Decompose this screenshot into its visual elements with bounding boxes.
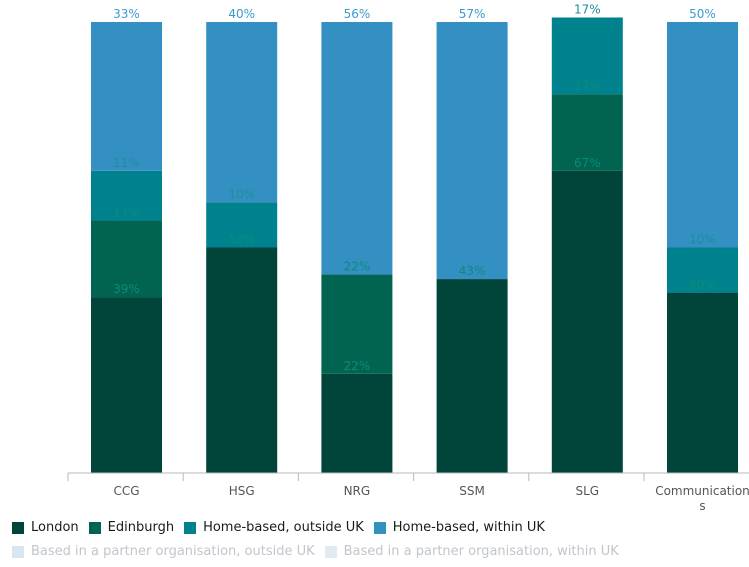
- bar-segment-hsg-0: [206, 247, 278, 473]
- data-label-nrg-0: 22%: [344, 359, 371, 373]
- data-label-nrg-1: 22%: [344, 260, 371, 274]
- x-tick-label: s: [699, 499, 705, 513]
- data-label-hsg-2: 10%: [228, 187, 255, 201]
- data-label-slg-2: 17%: [574, 2, 601, 16]
- legend-swatch: [12, 545, 24, 558]
- data-labels-layer: 39% 17% 11% 33% 50% 10% 40% 22% 22% 56% 43% 57% 67% 1…: [113, 2, 716, 372]
- legend-item: Home-based, within UK: [373, 520, 545, 535]
- legend-label: London: [31, 520, 79, 535]
- data-label-ssm-0: 43%: [459, 264, 486, 278]
- bar-segment-ccg-2: [91, 170, 162, 221]
- data-label-hsg-3: 40%: [228, 7, 255, 21]
- x-tick-label: Communication: [655, 484, 749, 498]
- legend-label: Home-based, outside UK: [203, 520, 364, 535]
- legend-label: Edinburgh: [107, 520, 175, 535]
- data-label-communications-2: 10%: [689, 233, 716, 247]
- bar-segment-nrg-0: [321, 373, 393, 473]
- bar-segment-communications-0: [667, 292, 738, 473]
- bar-segment-slg-0: [551, 170, 623, 473]
- legend-row-primary: London Edinburgh Home-based, outside UK Hom…: [12, 520, 555, 535]
- data-label-slg-1: 17%: [574, 79, 601, 93]
- data-label-nrg-3: 56%: [344, 7, 371, 21]
- legend-swatch: [324, 545, 337, 558]
- legend-item: London: [12, 520, 79, 535]
- bars-layer: [91, 17, 738, 473]
- x-tick-label: SLG: [575, 484, 599, 498]
- legend-item: Based in a partner organisation, outside…: [12, 544, 315, 559]
- bar-segment-ssm-0: [436, 279, 508, 473]
- bar-segment-ssm-3: [436, 22, 508, 280]
- data-label-hsg-0: 50%: [228, 233, 255, 247]
- legend-item: Edinburgh: [88, 520, 175, 535]
- legend-swatch: [373, 521, 386, 534]
- legend-label: Based in a partner organisation, within …: [343, 544, 619, 559]
- bar-segment-communications-2: [667, 247, 738, 293]
- data-label-ssm-3: 57%: [459, 7, 486, 21]
- bar-segment-hsg-3: [206, 22, 278, 203]
- legend-row-secondary: Based in a partner organisation, outside…: [12, 544, 629, 559]
- legend-item: Home-based, outside UK: [184, 520, 364, 535]
- legend-item: Based in a partner organisation, within …: [324, 544, 619, 559]
- x-tick-label: NRG: [344, 484, 371, 498]
- data-label-ccg-3: 33%: [113, 7, 140, 21]
- bar-segment-ccg-0: [91, 297, 162, 473]
- legend-swatch: [88, 521, 101, 534]
- data-label-communications-0: 40%: [689, 278, 716, 292]
- bar-segment-nrg-1: [321, 274, 393, 374]
- x-tick-label: HSG: [229, 484, 255, 498]
- bar-segment-ccg-1: [91, 220, 162, 298]
- data-label-slg-0: 67%: [574, 156, 601, 170]
- data-label-communications-3: 50%: [689, 7, 716, 21]
- bar-segment-slg-1: [551, 94, 623, 171]
- data-label-ccg-1: 17%: [113, 205, 140, 219]
- legend-swatch: [12, 521, 24, 534]
- legend-label: Based in a partner organisation, outside…: [31, 544, 315, 559]
- legend-label: Home-based, within UK: [392, 520, 545, 535]
- bar-segment-communications-3: [667, 22, 738, 248]
- bar-segment-hsg-2: [206, 202, 278, 248]
- bar-segment-slg-2: [551, 17, 623, 95]
- legend-swatch: [184, 521, 197, 534]
- bar-segment-nrg-3: [321, 22, 393, 275]
- x-tick-label: SSM: [459, 484, 485, 498]
- data-label-ccg-2: 11%: [113, 156, 140, 170]
- bar-segment-ccg-3: [91, 22, 162, 171]
- x-tick-label: CCG: [113, 484, 139, 498]
- data-label-ccg-0: 39%: [113, 282, 140, 296]
